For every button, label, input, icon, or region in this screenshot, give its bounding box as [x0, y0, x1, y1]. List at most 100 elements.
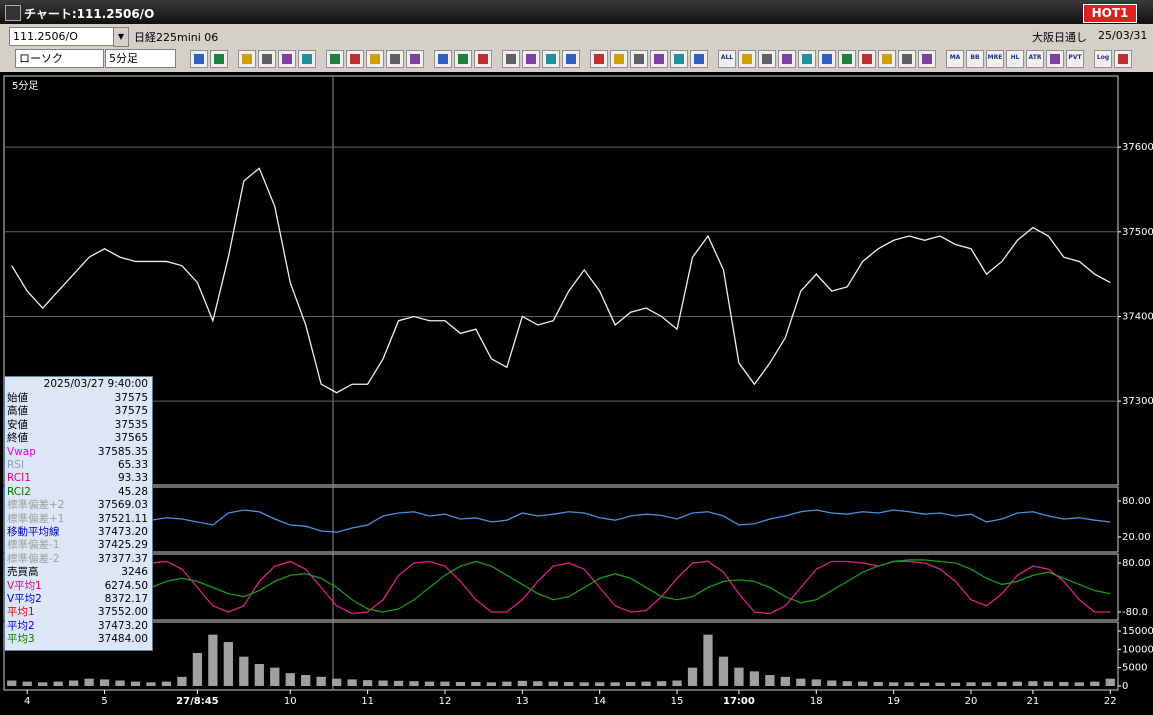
toolbar-button[interactable]: MRE [986, 50, 1004, 68]
y-tick-label: 80.00 [1122, 558, 1151, 569]
toolbar-button[interactable] [590, 50, 608, 68]
volume-bar [517, 680, 527, 686]
toolbar-button[interactable] [858, 50, 876, 68]
toolbar-button[interactable]: ATR [1026, 50, 1044, 68]
window-title: チャート:111.2506/O [24, 7, 155, 21]
toolbar-button[interactable] [522, 50, 540, 68]
toolbar-button-label: ALL [720, 54, 734, 61]
info-value: 37575 [114, 405, 148, 418]
toolbar-button[interactable]: ALL [718, 50, 736, 68]
toolbar-button-label: MRE [987, 54, 1003, 61]
volume-bar [38, 682, 48, 686]
volume-bar [935, 682, 945, 686]
volume-bar [564, 681, 574, 686]
toolbar-button[interactable] [838, 50, 856, 68]
toolbar-button[interactable] [190, 50, 208, 68]
volume-bar [53, 681, 63, 686]
toolbar-button[interactable] [1114, 50, 1132, 68]
volume-bar [502, 681, 512, 686]
series-line [11, 560, 1111, 615]
toolbar-glyph [438, 54, 448, 64]
toolbar-glyph [302, 54, 312, 64]
toolbar-button[interactable] [630, 50, 648, 68]
volume-bar [316, 676, 326, 686]
symbol-dropdown[interactable]: ▼ [113, 27, 129, 47]
toolbar-button[interactable] [898, 50, 916, 68]
toolbar-button[interactable] [474, 50, 492, 68]
toolbar-button[interactable] [690, 50, 708, 68]
info-row: V平均2 8372.17 [7, 593, 150, 606]
toolbar-button[interactable] [366, 50, 384, 68]
info-value: 37575 [114, 392, 148, 404]
toolbar-button[interactable] [758, 50, 776, 68]
volume-bar [115, 680, 125, 686]
y-tick-label: 20.00 [1122, 532, 1151, 543]
volume-bar [161, 681, 172, 686]
toolbar-button[interactable] [778, 50, 796, 68]
toolbar-button[interactable] [258, 50, 276, 68]
toolbar-button[interactable] [918, 50, 936, 68]
info-row: 平均1 37552.00 [7, 606, 150, 619]
toolbar-button[interactable] [798, 50, 816, 68]
info-value: 37569.03 [97, 499, 148, 512]
toolbar-button[interactable] [406, 50, 424, 68]
chart-type-select[interactable]: ローソク [15, 49, 104, 68]
volume-bar [99, 679, 110, 686]
info-row: 終値 37565 [7, 432, 150, 445]
toolbar-button[interactable] [738, 50, 756, 68]
x-tick-label: 20 [965, 696, 978, 707]
hot-button[interactable]: HOT1 [1083, 4, 1137, 23]
info-panel: 2025/03/27 9:40:00 始値 37575 高値 37575 安値 37535… [4, 376, 153, 651]
instrument: 日経225mini 06 [134, 31, 219, 44]
toolbar-button[interactable] [562, 50, 580, 68]
info-label: V平均2 [7, 593, 42, 605]
toolbar-button[interactable] [434, 50, 452, 68]
toolbar-button[interactable] [326, 50, 344, 68]
toolbar-glyph [694, 54, 704, 64]
toolbar-button-label: Log [1096, 54, 1110, 61]
toolbar-button[interactable] [610, 50, 628, 68]
volume-bar [130, 681, 141, 686]
toolbar-button[interactable] [878, 50, 896, 68]
volume-bar [301, 675, 311, 686]
symbol-box[interactable]: 111.2506/O [9, 27, 120, 46]
volume-bar [254, 664, 264, 686]
info-row: 平均3 37484.00 [7, 633, 150, 646]
x-tick-label: 4 [24, 696, 30, 707]
volume-bar [192, 653, 203, 686]
info-label: 高値 [7, 405, 28, 418]
toolbar-button[interactable]: MA [946, 50, 964, 68]
volume-bar [966, 682, 976, 686]
toolbar-glyph [822, 54, 832, 64]
volume-bar [950, 682, 961, 686]
toolbar-button[interactable]: PVT [1066, 50, 1084, 68]
toolbar-glyph [902, 54, 912, 64]
toolbar-button[interactable] [542, 50, 560, 68]
volume-bar [610, 682, 620, 686]
toolbar-button[interactable] [386, 50, 404, 68]
toolbar-button[interactable] [1046, 50, 1064, 68]
volume-bar [362, 680, 373, 686]
info-row: V平均1 6274.50 [7, 580, 150, 593]
toolbar-button[interactable] [818, 50, 836, 68]
toolbar-button[interactable] [238, 50, 256, 68]
toolbar-button[interactable]: BB [966, 50, 984, 68]
toolbar-button[interactable] [502, 50, 520, 68]
info-row: 移動平均線 37473.20 [7, 526, 150, 539]
toolbar-button[interactable]: HL [1006, 50, 1024, 68]
volume-bar [919, 682, 930, 686]
interval-select[interactable]: 5分足 [105, 49, 176, 68]
toolbar-button[interactable] [454, 50, 472, 68]
toolbar-button[interactable] [278, 50, 296, 68]
info-row: 安値 37535 [7, 419, 150, 432]
toolbar-button[interactable] [670, 50, 688, 68]
y-tick-label: 37600 [1122, 142, 1153, 153]
toolbar-button[interactable] [650, 50, 668, 68]
toolbar-glyph [614, 54, 624, 64]
toolbar-button[interactable] [210, 50, 228, 68]
toolbar-button[interactable] [346, 50, 364, 68]
toolbar-button[interactable] [298, 50, 316, 68]
x-tick-label: 14 [593, 696, 606, 707]
toolbar-button[interactable]: Log [1094, 50, 1112, 68]
volume-bar [270, 667, 280, 686]
